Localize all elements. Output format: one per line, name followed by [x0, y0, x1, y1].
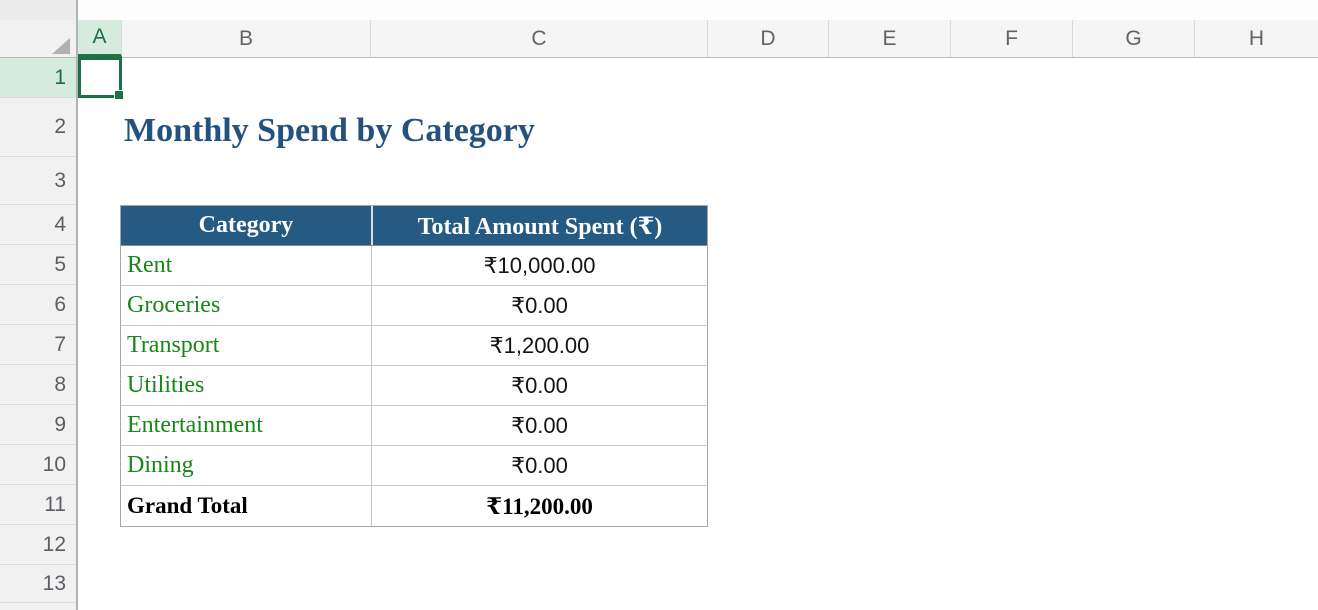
grand-total-amount-cell[interactable]: ₹11,200.00 [371, 486, 707, 526]
amount-cell[interactable]: ₹1,200.00 [371, 326, 707, 365]
row-header-1[interactable]: 1 [0, 58, 76, 98]
column-header-d[interactable]: D [708, 20, 829, 57]
row-header-9[interactable]: 9 [0, 405, 76, 445]
table-row: Entertainment ₹0.00 [121, 406, 707, 446]
column-header-f[interactable]: F [951, 20, 1073, 57]
row-header-5[interactable]: 5 [0, 245, 76, 285]
spend-table-header-category[interactable]: Category [121, 206, 371, 245]
category-cell[interactable]: Rent [121, 246, 371, 285]
amount-value: ₹0.00 [511, 412, 568, 438]
category-cell[interactable]: Groceries [121, 286, 371, 325]
category-label: Dining [127, 452, 194, 478]
header-amount-label: Total Amount Spent (₹) [417, 213, 663, 240]
row-header-3[interactable]: 3 [0, 157, 76, 205]
table-row: Rent ₹10,000.00 [121, 246, 707, 286]
amount-value: ₹1,200.00 [489, 332, 590, 358]
amount-cell[interactable]: ₹0.00 [371, 286, 707, 325]
category-label: Entertainment [127, 412, 263, 438]
amount-value: ₹0.00 [511, 372, 568, 398]
category-cell[interactable]: Dining [121, 446, 371, 485]
amount-cell[interactable]: ₹10,000.00 [371, 246, 707, 285]
sheet-canvas[interactable]: Monthly Spend by Category Category Total… [78, 57, 1318, 610]
amount-cell[interactable]: ₹0.00 [371, 366, 707, 405]
category-cell[interactable]: Utilities [121, 366, 371, 405]
row-header-11[interactable]: 11 [0, 485, 76, 525]
table-row: Utilities ₹0.00 [121, 366, 707, 406]
category-cell[interactable]: Transport [121, 326, 371, 365]
column-headers: A B C D E F G H [0, 20, 1318, 58]
select-all-icon [52, 38, 70, 54]
grand-total-label: Grand Total [127, 493, 248, 518]
select-all-button[interactable] [0, 20, 78, 57]
column-header-h[interactable]: H [1248, 26, 1265, 50]
sheet-title[interactable]: Monthly Spend by Category [124, 112, 535, 149]
category-label: Utilities [127, 372, 205, 398]
fill-handle[interactable] [114, 90, 124, 100]
category-label: Groceries [127, 292, 221, 318]
column-header-c[interactable]: C [371, 20, 708, 57]
column-header-e[interactable]: E [829, 20, 951, 57]
amount-value: ₹0.00 [511, 452, 568, 478]
row-header-2[interactable]: 2 [0, 98, 76, 157]
row-header-filler [0, 603, 76, 610]
spend-table: Category Total Amount Spent (₹) Rent ₹10… [120, 205, 708, 527]
table-row: Groceries ₹0.00 [121, 286, 707, 326]
category-label: Transport [127, 332, 220, 358]
row-header-8[interactable]: 8 [0, 365, 76, 405]
spend-table-header-row: Category Total Amount Spent (₹) [121, 206, 707, 246]
row-header-6[interactable]: 6 [0, 285, 76, 325]
column-header-a[interactable]: A [78, 20, 122, 57]
row-header-12[interactable]: 12 [0, 525, 76, 565]
amount-cell[interactable]: ₹0.00 [371, 446, 707, 485]
grand-total-label-cell[interactable]: Grand Total [121, 486, 371, 526]
row-header-13[interactable]: 13 [0, 565, 76, 603]
top-left-corner [0, 0, 78, 20]
row-headers: 1 2 3 4 5 6 7 8 9 10 11 12 13 [0, 58, 78, 610]
row-header-7[interactable]: 7 [0, 325, 76, 365]
category-label: Rent [127, 252, 173, 278]
row-header-10[interactable]: 10 [0, 445, 76, 485]
table-row: Transport ₹1,200.00 [121, 326, 707, 366]
category-cell[interactable]: Entertainment [121, 406, 371, 445]
grand-total-row: Grand Total ₹11,200.00 [121, 486, 707, 526]
spend-table-header-amount[interactable]: Total Amount Spent (₹) [371, 206, 707, 245]
grand-total-value: ₹11,200.00 [486, 493, 593, 519]
column-header-g[interactable]: G [1073, 20, 1195, 57]
amount-cell[interactable]: ₹0.00 [371, 406, 707, 445]
active-cell-a1[interactable] [78, 57, 124, 100]
column-header-b[interactable]: B [122, 20, 371, 57]
table-row: Dining ₹0.00 [121, 446, 707, 486]
row-header-4[interactable]: 4 [0, 205, 76, 245]
top-strip [0, 0, 1318, 20]
header-category-label: Category [198, 212, 294, 238]
amount-value: ₹0.00 [511, 292, 568, 318]
amount-value: ₹10,000.00 [483, 252, 596, 278]
